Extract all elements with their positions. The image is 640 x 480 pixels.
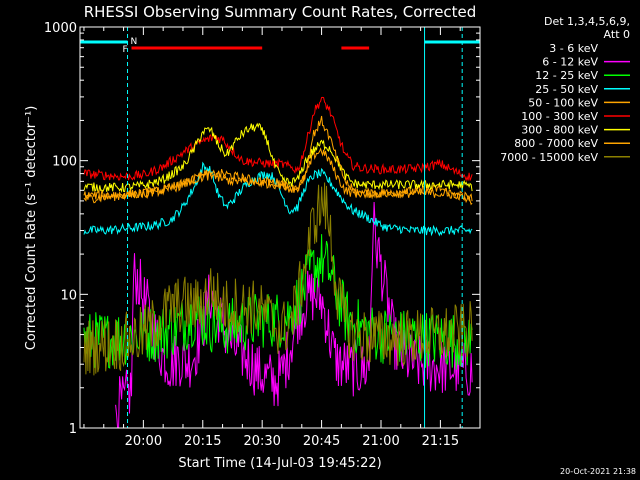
x-tick-label-20-00: 20:00	[125, 434, 162, 449]
x-tick-label-21-00: 21:00	[362, 434, 399, 449]
y-tick-label-100: 100	[52, 155, 77, 170]
legend-label-25-50-kev: 25 - 50 keV	[535, 83, 598, 96]
series-line-25-50-kev	[83, 161, 473, 237]
night-marker: N	[131, 37, 138, 47]
y-tick-label-1000: 1000	[44, 21, 77, 36]
plot-frame	[79, 26, 481, 429]
legend-label-6-12-kev: 6 - 12 keV	[542, 56, 598, 69]
legend-label-50-100-kev: 50 - 100 keV	[528, 96, 598, 109]
x-tick-label-20-45: 20:45	[303, 434, 340, 449]
legend-label-12-25-kev: 12 - 25 keV	[535, 69, 598, 82]
y-tick-label-10: 10	[60, 288, 77, 303]
series-layer	[83, 96, 473, 429]
x-tick-label-20-30: 20:30	[243, 434, 280, 449]
series-line-300-800-kev	[83, 122, 473, 193]
axes-layer: 1 10 100 1000 20:00 20:15 20:30 20:45 21:00 21:15	[44, 21, 481, 449]
series-line-800-7000-kev	[83, 115, 473, 202]
y-tick-label-1: 1	[69, 422, 77, 437]
legend-header-attenuator: Att 0	[604, 28, 630, 41]
x-tick-label-20-15: 20:15	[184, 434, 221, 449]
legend-header-detectors: Det 1,3,4,5,6,9,	[544, 15, 630, 28]
legend-label-100-300-kev: 100 - 300 keV	[521, 110, 598, 123]
legend-label-3-6-kev: 3 - 6 keV	[549, 42, 598, 55]
footer-date: 20-Oct-2021 21:38	[560, 467, 636, 476]
legend-label-7000-15000-kev: 7000 - 15000 keV	[500, 151, 598, 164]
chart-title: RHESSI Observing Summary Count Rates, Co…	[84, 3, 477, 21]
flare-flag-marker: F	[122, 45, 127, 55]
series-line-7000-15000-kev	[83, 182, 473, 376]
x-tick-label-21-15: 21:15	[422, 434, 459, 449]
x-axis-label: Start Time (14-Jul-03 19:45:22)	[178, 456, 381, 471]
legend-label-800-7000-kev: 800 - 7000 keV	[514, 137, 598, 150]
series-line-12-25-kev	[83, 234, 473, 370]
legend-label-300-800-kev: 300 - 800 keV	[521, 124, 598, 137]
y-axis-label: Corrected Count Rate (s⁻¹ detector⁻¹)	[24, 106, 39, 351]
series-line-6-12-kev	[115, 201, 473, 429]
